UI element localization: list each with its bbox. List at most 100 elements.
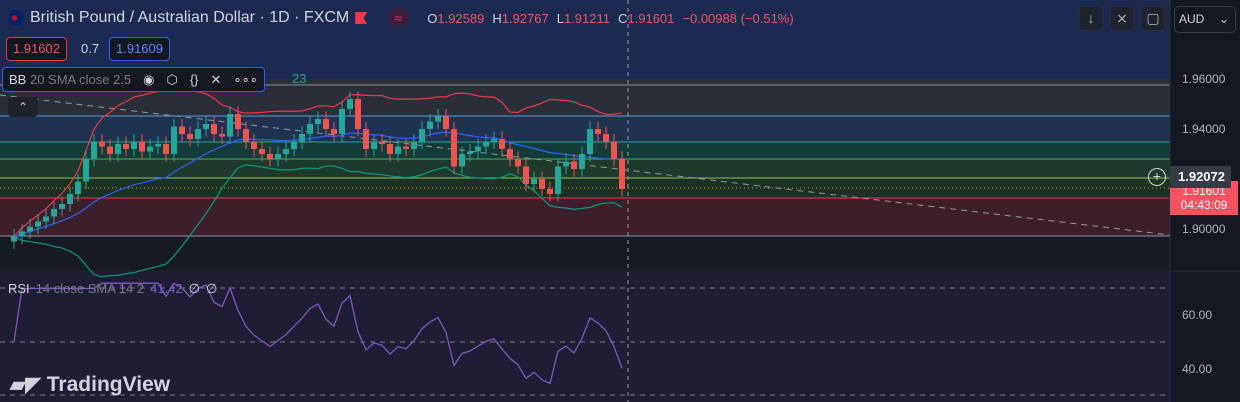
candle-body: [331, 129, 337, 134]
bb-upper-band: [13, 87, 623, 237]
scroll-down-button[interactable]: ↓: [1079, 6, 1103, 31]
candle-body: [123, 144, 129, 149]
candle-body: [43, 216, 49, 222]
tradingview-logo[interactable]: ▰◤ TradingView: [10, 372, 171, 397]
bb-indicator-legend[interactable]: BB 20 SMA close 2.5 ◉ ⬡ {} ✕ ∘∘∘: [2, 67, 265, 92]
candle-body: [307, 124, 313, 134]
candle-body: [475, 146, 481, 152]
candle-body: [163, 144, 169, 154]
candle-body: [243, 129, 249, 142]
candle-body: [27, 226, 33, 232]
market-closed-flag-icon: [355, 12, 368, 24]
candle-body: [435, 116, 441, 122]
add-alert-plus-icon[interactable]: +: [1148, 168, 1166, 186]
eye-icon[interactable]: ◉: [143, 71, 155, 87]
candle-body: [339, 109, 345, 134]
fullscreen-button[interactable]: ▢: [1141, 6, 1165, 31]
candle-body: [51, 209, 57, 217]
candle-body: [299, 134, 305, 142]
candle-body: [283, 149, 289, 154]
candle-body: [155, 144, 161, 147]
candle-body: [203, 124, 209, 129]
bb-lower-band: [13, 164, 623, 278]
candle-body: [291, 141, 297, 149]
candle-body: [587, 129, 593, 154]
candle-body: [355, 99, 361, 129]
settings-icon[interactable]: ⬡: [166, 71, 178, 87]
close-icon[interactable]: ✕: [210, 71, 222, 87]
candle-body: [115, 144, 121, 154]
bb-value: 23: [292, 71, 307, 86]
candle-body: [139, 141, 145, 152]
candle-body: [403, 146, 409, 149]
candle-body: [427, 121, 433, 129]
candle-body: [523, 166, 529, 184]
candle-body: [83, 159, 89, 182]
crosshair-price-label: 1.92072: [1170, 166, 1231, 188]
candle-body: [147, 146, 153, 152]
candle-body: [411, 141, 417, 149]
candle-body: [67, 194, 73, 204]
candle-body: [579, 154, 585, 169]
ohlc-values: O1.92589 H1.92767 L1.91211 C1.91601 −0.0…: [427, 10, 794, 26]
candle-body: [195, 129, 201, 139]
symbol-header: British Pound / Australian Dollar · 1D ·…: [8, 8, 794, 28]
candle-body: [315, 119, 321, 124]
candle-body: [387, 144, 393, 154]
candle-body: [443, 116, 449, 129]
candle-body: [227, 114, 233, 137]
candle-body: [91, 141, 97, 159]
candle-body: [507, 149, 513, 159]
candle-body: [11, 236, 17, 242]
spread-value: 0.7: [81, 41, 100, 56]
candle-body: [379, 141, 385, 144]
candle-body: [555, 166, 561, 194]
candle-body: [107, 146, 113, 154]
candle-body: [467, 151, 473, 154]
sell-button[interactable]: 1.91602: [6, 37, 67, 61]
candle-body: [451, 129, 457, 167]
candle-body: [363, 129, 369, 149]
candle-body: [219, 134, 225, 137]
collapse-legend-button[interactable]: ⌃: [8, 97, 38, 117]
symbol-title[interactable]: British Pound / Australian Dollar · 1D ·…: [30, 9, 350, 26]
currency-select[interactable]: AUD ⌄: [1174, 6, 1236, 33]
price-label: 1.94000: [1182, 122, 1226, 136]
rsi-line: [13, 282, 623, 385]
tradingview-logo-icon: ▰◤: [10, 374, 41, 396]
buy-button[interactable]: 1.91609: [109, 37, 170, 61]
candle-body: [323, 119, 329, 129]
candle-body: [371, 141, 377, 149]
candle-body: [347, 99, 353, 109]
rsi-axis-label: 40.00: [1182, 362, 1213, 376]
candle-body: [75, 181, 81, 194]
candle-body: [19, 231, 25, 237]
candle-body: [187, 134, 193, 139]
collapse-pane-button[interactable]: ⨯: [1110, 6, 1134, 31]
candle-body: [539, 179, 545, 189]
gbp-aud-flag-icon: [8, 10, 24, 26]
candle-body: [419, 129, 425, 142]
candle-body: [211, 124, 217, 134]
indicator-wave-icon[interactable]: ≈: [387, 8, 410, 28]
candle-body: [59, 204, 65, 209]
candle-body: [235, 114, 241, 129]
more-icon[interactable]: ∘∘∘: [233, 71, 258, 87]
candle-body: [171, 126, 177, 154]
candle-body: [571, 161, 577, 169]
candle-body: [499, 139, 505, 149]
candle-body: [259, 149, 265, 154]
candle-body: [603, 134, 609, 142]
candle-body: [563, 161, 569, 167]
candle-body: [531, 179, 537, 184]
candle-body: [179, 126, 185, 134]
candle-body: [459, 154, 465, 167]
candle-body: [35, 221, 41, 227]
candle-body: [595, 129, 601, 134]
trendline: [0, 94, 1171, 236]
candle-body: [611, 141, 617, 159]
bb-basis-line: [13, 131, 623, 238]
rsi-indicator-legend[interactable]: RSI 14 close SMA 14 2 41.42 ∅ ∅: [8, 281, 218, 296]
source-code-icon[interactable]: {}: [189, 72, 199, 87]
